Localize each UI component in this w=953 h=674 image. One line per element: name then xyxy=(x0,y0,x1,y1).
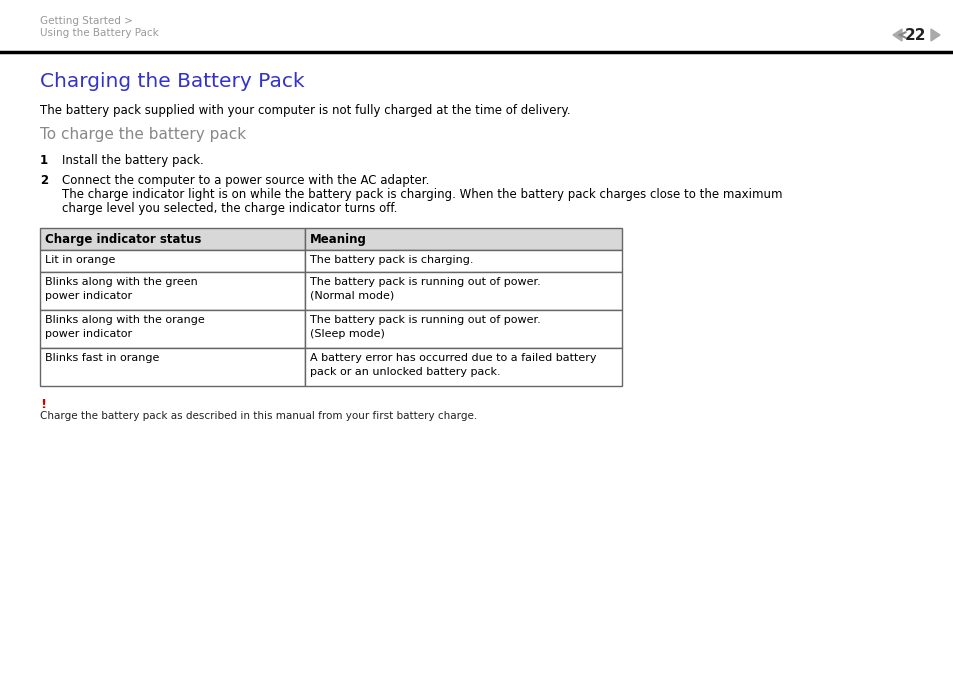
Text: To charge the battery pack: To charge the battery pack xyxy=(40,127,246,142)
Bar xyxy=(40,228,305,250)
Text: Charge indicator status: Charge indicator status xyxy=(45,233,201,246)
Text: Charging the Battery Pack: Charging the Battery Pack xyxy=(40,72,304,91)
Text: power indicator: power indicator xyxy=(45,291,132,301)
Polygon shape xyxy=(930,29,939,41)
Text: Meaning: Meaning xyxy=(310,233,367,246)
Text: The battery pack is running out of power.: The battery pack is running out of power… xyxy=(310,277,540,287)
Text: The battery pack is running out of power.: The battery pack is running out of power… xyxy=(310,315,540,325)
Text: Lit in orange: Lit in orange xyxy=(45,255,115,265)
Text: !: ! xyxy=(40,398,46,411)
Text: power indicator: power indicator xyxy=(45,329,132,339)
Bar xyxy=(40,348,305,386)
Bar xyxy=(305,250,621,272)
Text: Connect the computer to a power source with the AC adapter.: Connect the computer to a power source w… xyxy=(62,174,429,187)
Text: Blinks fast in orange: Blinks fast in orange xyxy=(45,353,159,363)
Text: 1: 1 xyxy=(40,154,48,167)
Text: Blinks along with the green: Blinks along with the green xyxy=(45,277,197,287)
Text: Getting Started >: Getting Started > xyxy=(40,16,132,26)
Bar xyxy=(305,310,621,348)
Bar xyxy=(305,272,621,310)
Bar xyxy=(40,310,305,348)
Text: The charge indicator light is on while the battery pack is charging. When the ba: The charge indicator light is on while t… xyxy=(62,188,781,201)
Text: The battery pack supplied with your computer is not fully charged at the time of: The battery pack supplied with your comp… xyxy=(40,104,570,117)
Polygon shape xyxy=(892,29,901,41)
Bar xyxy=(40,272,305,310)
Text: pack or an unlocked battery pack.: pack or an unlocked battery pack. xyxy=(310,367,500,377)
Bar xyxy=(40,250,305,272)
Text: charge level you selected, the charge indicator turns off.: charge level you selected, the charge in… xyxy=(62,202,397,215)
Text: The battery pack is charging.: The battery pack is charging. xyxy=(310,255,473,265)
Text: Using the Battery Pack: Using the Battery Pack xyxy=(40,28,158,38)
Text: (Normal mode): (Normal mode) xyxy=(310,291,394,301)
Text: Install the battery pack.: Install the battery pack. xyxy=(62,154,204,167)
Bar xyxy=(305,228,621,250)
Text: 2: 2 xyxy=(40,174,48,187)
Text: Blinks along with the orange: Blinks along with the orange xyxy=(45,315,205,325)
Text: 22: 22 xyxy=(904,28,925,44)
Text: A battery error has occurred due to a failed battery: A battery error has occurred due to a fa… xyxy=(310,353,596,363)
Text: (Sleep mode): (Sleep mode) xyxy=(310,329,384,339)
Bar xyxy=(305,348,621,386)
Text: Charge the battery pack as described in this manual from your first battery char: Charge the battery pack as described in … xyxy=(40,411,476,421)
